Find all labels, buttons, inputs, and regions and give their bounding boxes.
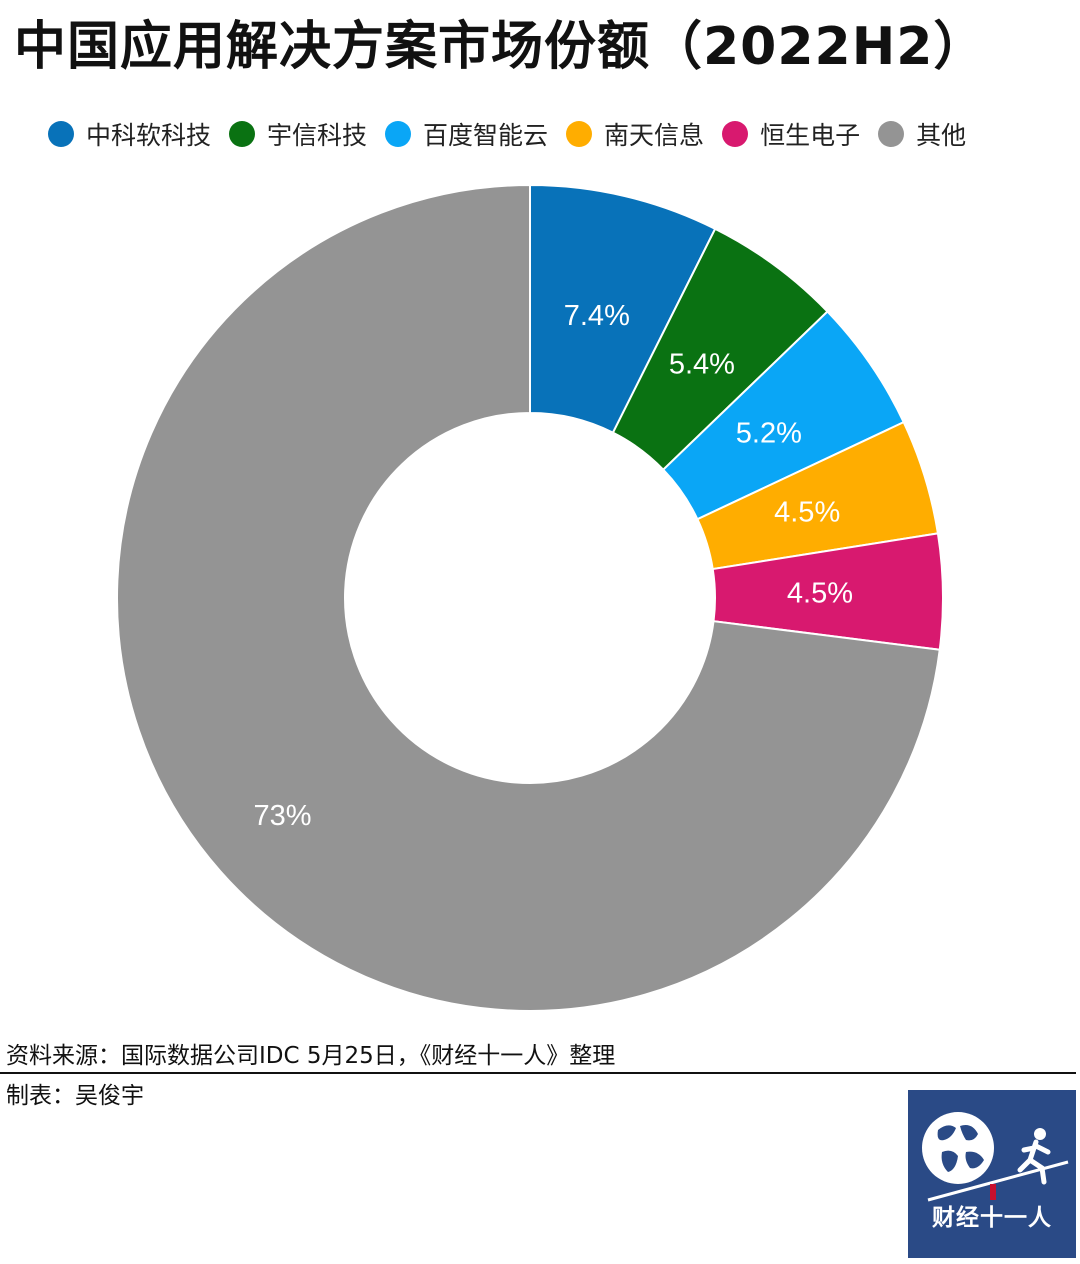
donut-slice [116, 183, 941, 1012]
legend-swatch [385, 121, 412, 147]
legend-label: 百度智能云 [423, 121, 549, 150]
slice-value-label: 5.2% [736, 417, 802, 449]
source-note: 资料来源：国际数据公司IDC 5月25日，《财经十一人》整理 [6, 1043, 616, 1069]
legend-swatch [722, 121, 749, 147]
slice-value-label: 5.4% [669, 348, 735, 380]
author-note: 制表：吴俊宇 [6, 1083, 144, 1109]
legend-item: 恒生电子 [722, 116, 860, 152]
legend-label: 其他 [916, 121, 967, 150]
brand-logo: 财经十一人 [908, 1090, 1076, 1258]
chart-title: 中国应用解决方案市场份额（2022H2） [14, 17, 987, 77]
legend-label: 南天信息 [604, 121, 705, 150]
legend-item: 百度智能云 [385, 116, 548, 152]
legend-swatch [229, 121, 256, 147]
chart-legend: 中科软科技 宇信科技 百度智能云 南天信息 恒生电子 其他 [48, 112, 984, 156]
legend-swatch [878, 121, 905, 147]
legend-label: 中科软科技 [86, 121, 212, 150]
legend-label: 恒生电子 [760, 121, 861, 150]
slice-value-label: 4.5% [774, 497, 840, 529]
legend-label: 宇信科技 [267, 121, 368, 150]
slice-value-label: 4.5% [787, 577, 853, 609]
footer-divider [0, 1072, 1076, 1074]
globe-runner-icon [922, 1112, 1069, 1202]
logo-text: 财经十一人 [932, 1205, 1052, 1231]
legend-swatch [48, 121, 74, 147]
slice-value-label: 7.4% [564, 300, 630, 332]
legend-item: 南天信息 [566, 116, 704, 152]
legend-item: 其他 [878, 116, 966, 152]
slice-value-label: 73% [253, 800, 311, 832]
legend-item: 中科软科技 [48, 116, 211, 152]
legend-item: 宇信科技 [229, 116, 367, 152]
legend-swatch [566, 121, 593, 147]
